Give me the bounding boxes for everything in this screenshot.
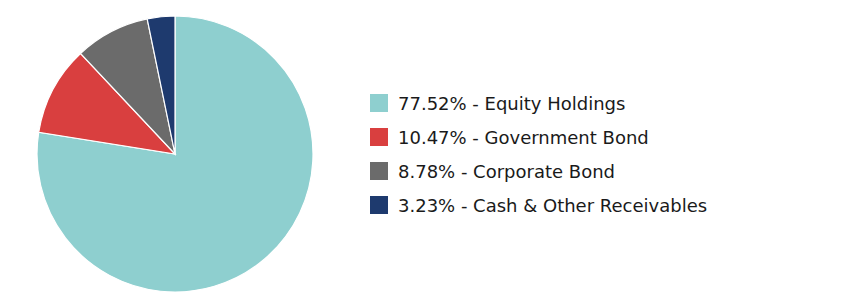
pie	[37, 16, 313, 292]
legend-swatch	[370, 196, 388, 214]
chart: 77.52% - Equity Holdings 10.47% - Governm…	[0, 0, 866, 308]
legend-label: 3.23% - Cash & Other Receivables	[398, 195, 707, 216]
legend-swatch	[370, 128, 388, 146]
legend-label: 10.47% - Government Bond	[398, 127, 649, 148]
pie-slice	[147, 16, 175, 154]
legend: 77.52% - Equity Holdings 10.47% - Governm…	[370, 93, 707, 216]
chart-container: 77.52% - Equity Holdings 10.47% - Governm…	[0, 0, 866, 308]
pie-slice	[37, 16, 313, 292]
legend-swatch	[370, 94, 388, 112]
legend-swatch	[370, 162, 388, 180]
legend-label: 77.52% - Equity Holdings	[398, 93, 625, 114]
legend-label: 8.78% - Corporate Bond	[398, 161, 615, 182]
